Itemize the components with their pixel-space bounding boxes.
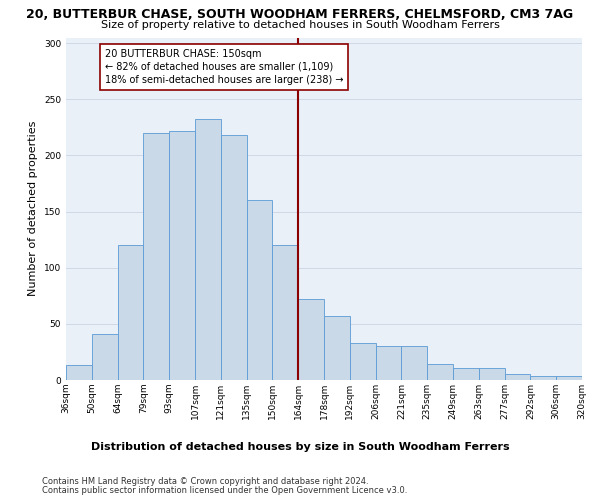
Bar (272, 245, 298, 380)
Bar (350, 343, 376, 380)
Bar (66, 366, 92, 380)
Bar (376, 346, 401, 380)
Bar (195, 120, 221, 380)
Bar (427, 364, 453, 380)
Bar (324, 316, 350, 380)
Bar (479, 368, 505, 380)
Bar (143, 133, 169, 380)
Text: Contains HM Land Registry data © Crown copyright and database right 2024.: Contains HM Land Registry data © Crown c… (42, 478, 368, 486)
Text: 20, BUTTERBUR CHASE, SOUTH WOODHAM FERRERS, CHELMSFORD, CM3 7AG: 20, BUTTERBUR CHASE, SOUTH WOODHAM FERRE… (26, 8, 574, 20)
Bar (453, 368, 479, 380)
Y-axis label: Number of detached properties: Number of detached properties (28, 121, 38, 296)
Text: Contains public sector information licensed under the Open Government Licence v3: Contains public sector information licen… (42, 486, 407, 495)
Bar (92, 334, 118, 380)
Bar (169, 130, 195, 380)
Bar (556, 376, 582, 380)
Text: Distribution of detached houses by size in South Woodham Ferrers: Distribution of detached houses by size … (91, 442, 509, 452)
Bar (505, 374, 530, 380)
Text: 20 BUTTERBUR CHASE: 150sqm
← 82% of detached houses are smaller (1,109)
18% of s: 20 BUTTERBUR CHASE: 150sqm ← 82% of deta… (105, 48, 343, 85)
Bar (247, 200, 272, 380)
Bar (530, 376, 556, 380)
Bar (298, 299, 324, 380)
Bar (221, 135, 247, 380)
Bar (401, 346, 427, 380)
Text: Size of property relative to detached houses in South Woodham Ferrers: Size of property relative to detached ho… (101, 20, 499, 30)
Bar (118, 245, 143, 380)
